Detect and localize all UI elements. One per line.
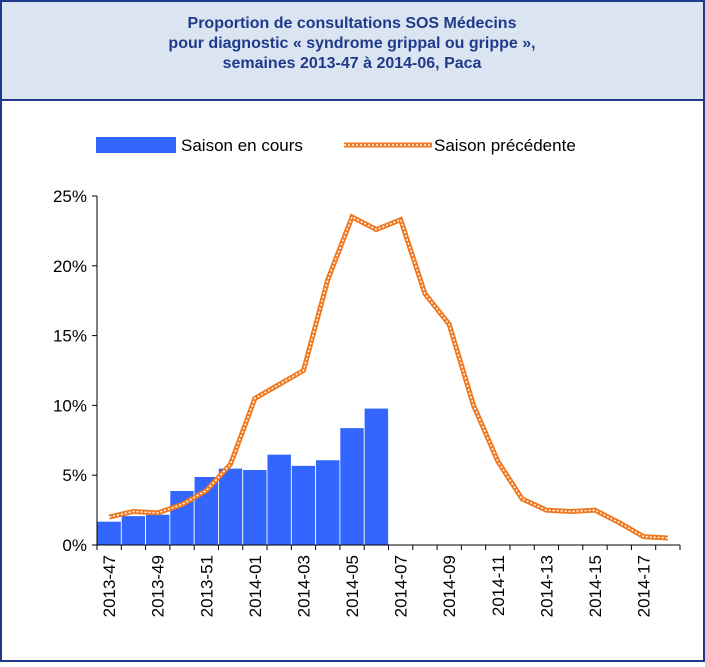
- legend-label: Saison en cours: [181, 136, 303, 155]
- chart-title: Proportion de consultations SOS Médecins: [188, 15, 517, 32]
- bar: [242, 469, 268, 546]
- x-tick-label: 2014-03: [294, 555, 313, 617]
- x-tick-label: 2014-07: [392, 555, 411, 617]
- y-tick-label: 25%: [53, 187, 87, 206]
- x-tick-label: 2014-15: [586, 555, 605, 617]
- y-tick-label: 20%: [53, 257, 87, 276]
- x-tick-label: 2013-51: [197, 555, 216, 617]
- line-series: [108, 213, 668, 541]
- y-tick-label: 10%: [53, 396, 87, 415]
- bar: [218, 467, 244, 546]
- bar: [145, 513, 171, 546]
- chart-title: semaines 2013-47 à 2014-06, Paca: [223, 55, 482, 72]
- bar: [96, 520, 122, 546]
- chart-title: pour diagnostic « syndrome grippal ou gr…: [168, 35, 535, 52]
- x-tick-label: 2014-13: [537, 555, 556, 617]
- bar: [339, 427, 365, 546]
- x-tick-label: 2014-09: [440, 555, 459, 617]
- legend-label: Saison précédente: [434, 136, 576, 155]
- legend-swatch: [96, 137, 176, 153]
- bar: [120, 515, 146, 546]
- bar: [266, 453, 292, 546]
- y-tick-label: 15%: [53, 327, 87, 346]
- bar: [290, 465, 317, 546]
- x-tick-label: 2013-47: [100, 555, 119, 617]
- x-tick-label: 2014-11: [489, 555, 508, 616]
- x-tick-label: 2014-01: [246, 555, 265, 617]
- bar: [363, 407, 389, 546]
- x-tick-label: 2013-49: [149, 555, 168, 617]
- y-tick-label: 5%: [62, 466, 87, 485]
- bar: [315, 459, 341, 546]
- x-tick-label: 2014-05: [343, 555, 362, 617]
- y-tick-label: 0%: [62, 536, 87, 555]
- header-bg: [2, 2, 703, 100]
- x-tick-label: 2014-17: [635, 555, 654, 617]
